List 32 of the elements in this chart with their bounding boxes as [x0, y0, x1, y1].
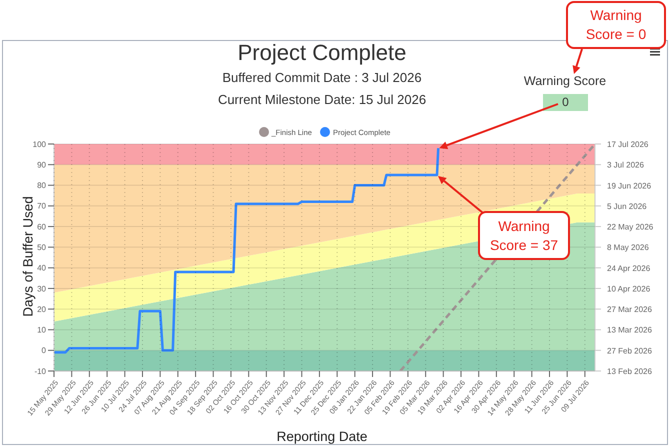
y2-tick-label: 22 May 2026 [607, 222, 654, 232]
text: Warning Score [522, 74, 608, 88]
y-tick-label: 70 [37, 202, 47, 211]
y2-tick-label: 17 Jul 2026 [607, 140, 649, 149]
y2-tick-label: 27 Feb 2026 [607, 346, 652, 356]
y-tick-label: 10 [37, 326, 47, 335]
y2-tick-label: 13 Feb 2026 [607, 367, 652, 376]
y-tick-label: 20 [37, 304, 47, 314]
annotation: Warning Score = 37 [478, 211, 570, 260]
text: Warning Score = 0 [566, 1, 666, 49]
y2-tick-label: 5 Jun 2026 [607, 202, 648, 211]
y2-tick-label: 10 Apr 2026 [607, 284, 651, 294]
y2-tick-label: 8 May 2026 [607, 243, 650, 252]
y-tick-label: 30 [37, 284, 47, 294]
y-axis-title: Days of Buffer Used [20, 194, 36, 318]
y-tick-label: 90 [37, 160, 47, 170]
y-tick-label: 0 [42, 346, 47, 356]
y-tick-label: 100 [32, 140, 47, 149]
y-tick-label: 60 [37, 222, 47, 232]
y-tick-label: -10 [34, 366, 47, 376]
y-tick-label: 50 [37, 243, 47, 252]
chart-title: Project Complete [238, 40, 406, 65]
annotation: 0 [543, 94, 588, 111]
y2-tick-label: 19 Jun 2026 [607, 181, 652, 190]
x-axis-title: Reporting Date [276, 429, 368, 444]
y2-tick-label: 27 Mar 2026 [607, 305, 652, 314]
y2-tick-label: 3 Jul 2026 [607, 160, 644, 170]
y-tick-label: 80 [37, 181, 47, 190]
chart-subtitle: Buffered Commit Date : 3 Jul 2026 Current Milestone Date: 15 Jul 2026 [218, 70, 426, 107]
y2-tick-label: 13 Mar 2026 [607, 326, 652, 335]
y-tick-label: 40 [37, 264, 47, 273]
y2-tick-label: 24 Apr 2026 [607, 264, 651, 273]
